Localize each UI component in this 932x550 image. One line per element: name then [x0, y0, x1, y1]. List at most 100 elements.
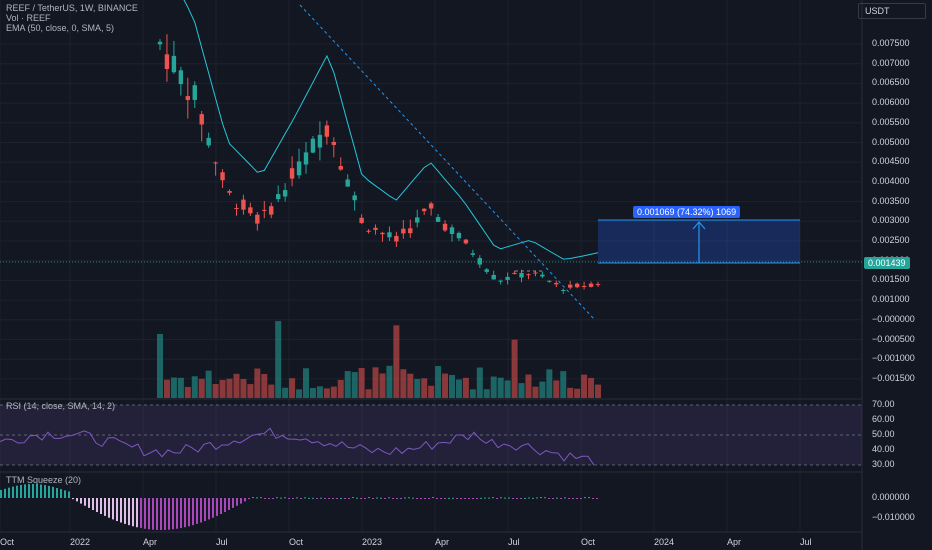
- ttm-bar: [520, 498, 522, 499]
- volume-bar: [170, 377, 177, 398]
- price-tick-label: 0.007000: [872, 57, 910, 68]
- candle-body: [567, 284, 573, 288]
- ttm-bar: [516, 498, 518, 499]
- ttm-bar: [496, 498, 498, 499]
- time-tick-label: 2024: [654, 537, 675, 547]
- candle-body: [310, 138, 316, 153]
- ttm-bar: [308, 497, 310, 499]
- ttm-bar: [208, 498, 210, 520]
- ttm-bar: [100, 498, 102, 514]
- ttm-bar: [40, 484, 42, 498]
- candle-body: [331, 141, 337, 145]
- ttm-bar: [336, 498, 338, 499]
- ttm-bar: [316, 498, 318, 499]
- candle-body: [359, 217, 364, 224]
- vol-legend[interactable]: Vol · REEF: [6, 13, 51, 23]
- volume-bar: [289, 378, 296, 398]
- ttm-legend[interactable]: TTM Squeeze (20): [6, 475, 82, 485]
- ttm-bar: [64, 490, 66, 498]
- ttm-bar: [424, 498, 426, 499]
- ttm-bar: [212, 498, 214, 518]
- ttm-bar: [0, 490, 2, 498]
- arrow-head-icon: [692, 221, 706, 230]
- ttm-bar: [132, 498, 134, 527]
- volume-bar: [282, 387, 289, 398]
- ttm-bar: [376, 497, 378, 499]
- ttm-bar: [264, 498, 266, 499]
- ttm-bar: [172, 498, 174, 530]
- volume-bar: [163, 379, 170, 398]
- ttm-bar: [524, 497, 526, 499]
- ttm-bar: [344, 498, 346, 499]
- price-tick-label: 0.001500: [872, 274, 910, 285]
- rsi-legend[interactable]: RSI (14, close, SMA, 14, 2): [6, 401, 116, 411]
- volume-bar: [574, 388, 581, 398]
- time-tick-label: 2023: [362, 537, 383, 547]
- ttm-bar: [400, 498, 402, 499]
- volume-bar: [191, 376, 198, 398]
- ttm-bar: [220, 498, 222, 514]
- ttm-bar: [372, 498, 374, 499]
- volume-bar: [261, 373, 268, 398]
- price-tick-label: 0.002500: [872, 235, 910, 245]
- ema-legend[interactable]: EMA (50, close, 0, SMA, 5): [6, 23, 115, 33]
- ttm-bar: [408, 497, 410, 499]
- volume-bar: [247, 384, 254, 398]
- volume-bar: [393, 325, 400, 398]
- volume-bar: [546, 369, 553, 398]
- ttm-bar: [164, 498, 166, 530]
- ttm-bar: [24, 484, 26, 498]
- ttm-bar: [416, 498, 418, 499]
- ttm-bar: [60, 489, 62, 498]
- ttm-bar: [236, 498, 238, 506]
- candle-body: [275, 194, 281, 200]
- ttm-bar: [68, 491, 70, 498]
- ttm-bar: [56, 487, 58, 498]
- time-tick-label: 2022: [70, 537, 91, 547]
- candle-body: [512, 272, 517, 274]
- time-tick-label: Jul: [508, 537, 520, 547]
- ttm-bar: [16, 485, 18, 498]
- ttm-bar: [404, 497, 406, 499]
- ttm-bar: [420, 498, 422, 499]
- ttm-bar: [572, 498, 574, 499]
- candlesticks: [157, 34, 601, 294]
- ttm-bar: [472, 498, 474, 499]
- ttm-bar: [240, 498, 242, 504]
- ttm-bar: [116, 498, 118, 522]
- ttm-bar: [72, 498, 74, 500]
- price-tick-label: 0.005000: [872, 136, 910, 147]
- volume-bar: [275, 321, 282, 398]
- ttm-bar: [216, 498, 218, 516]
- candle-body: [498, 280, 503, 282]
- price-tick-label: −0.001000: [872, 353, 915, 364]
- ttm-bar: [396, 498, 398, 499]
- volume-bar: [254, 368, 261, 398]
- ttm-tick-label: −0.010000: [872, 512, 915, 522]
- volume-bar: [588, 377, 595, 398]
- ttm-bar: [364, 498, 366, 499]
- ttm-bar: [244, 498, 246, 502]
- currency-button[interactable]: USDT: [858, 3, 926, 19]
- ttm-bar: [548, 498, 550, 499]
- candle-body: [317, 134, 323, 148]
- volume-bar: [442, 373, 449, 398]
- ttm-tick-label: 0.000000: [872, 492, 910, 502]
- volume-bar: [240, 379, 247, 398]
- time-tick-label: Apr: [435, 537, 450, 547]
- ttm-bar: [428, 498, 430, 499]
- volume-bar: [539, 381, 546, 398]
- ttm-squeeze-histogram: [0, 484, 598, 530]
- time-tick-label: Jul: [216, 537, 228, 547]
- candle-body: [484, 269, 489, 272]
- volume-bar: [219, 379, 226, 398]
- ttm-bar: [280, 497, 282, 499]
- price-tick-label: 0.007500: [872, 38, 910, 48]
- ttm-bar: [552, 498, 554, 499]
- ttm-bar: [512, 498, 514, 499]
- volume-bar: [449, 375, 455, 398]
- ttm-bar: [288, 498, 290, 499]
- volume-bar: [462, 377, 469, 398]
- symbol-legend[interactable]: REEF / TetherUS, 1W, BINANCE: [6, 3, 138, 13]
